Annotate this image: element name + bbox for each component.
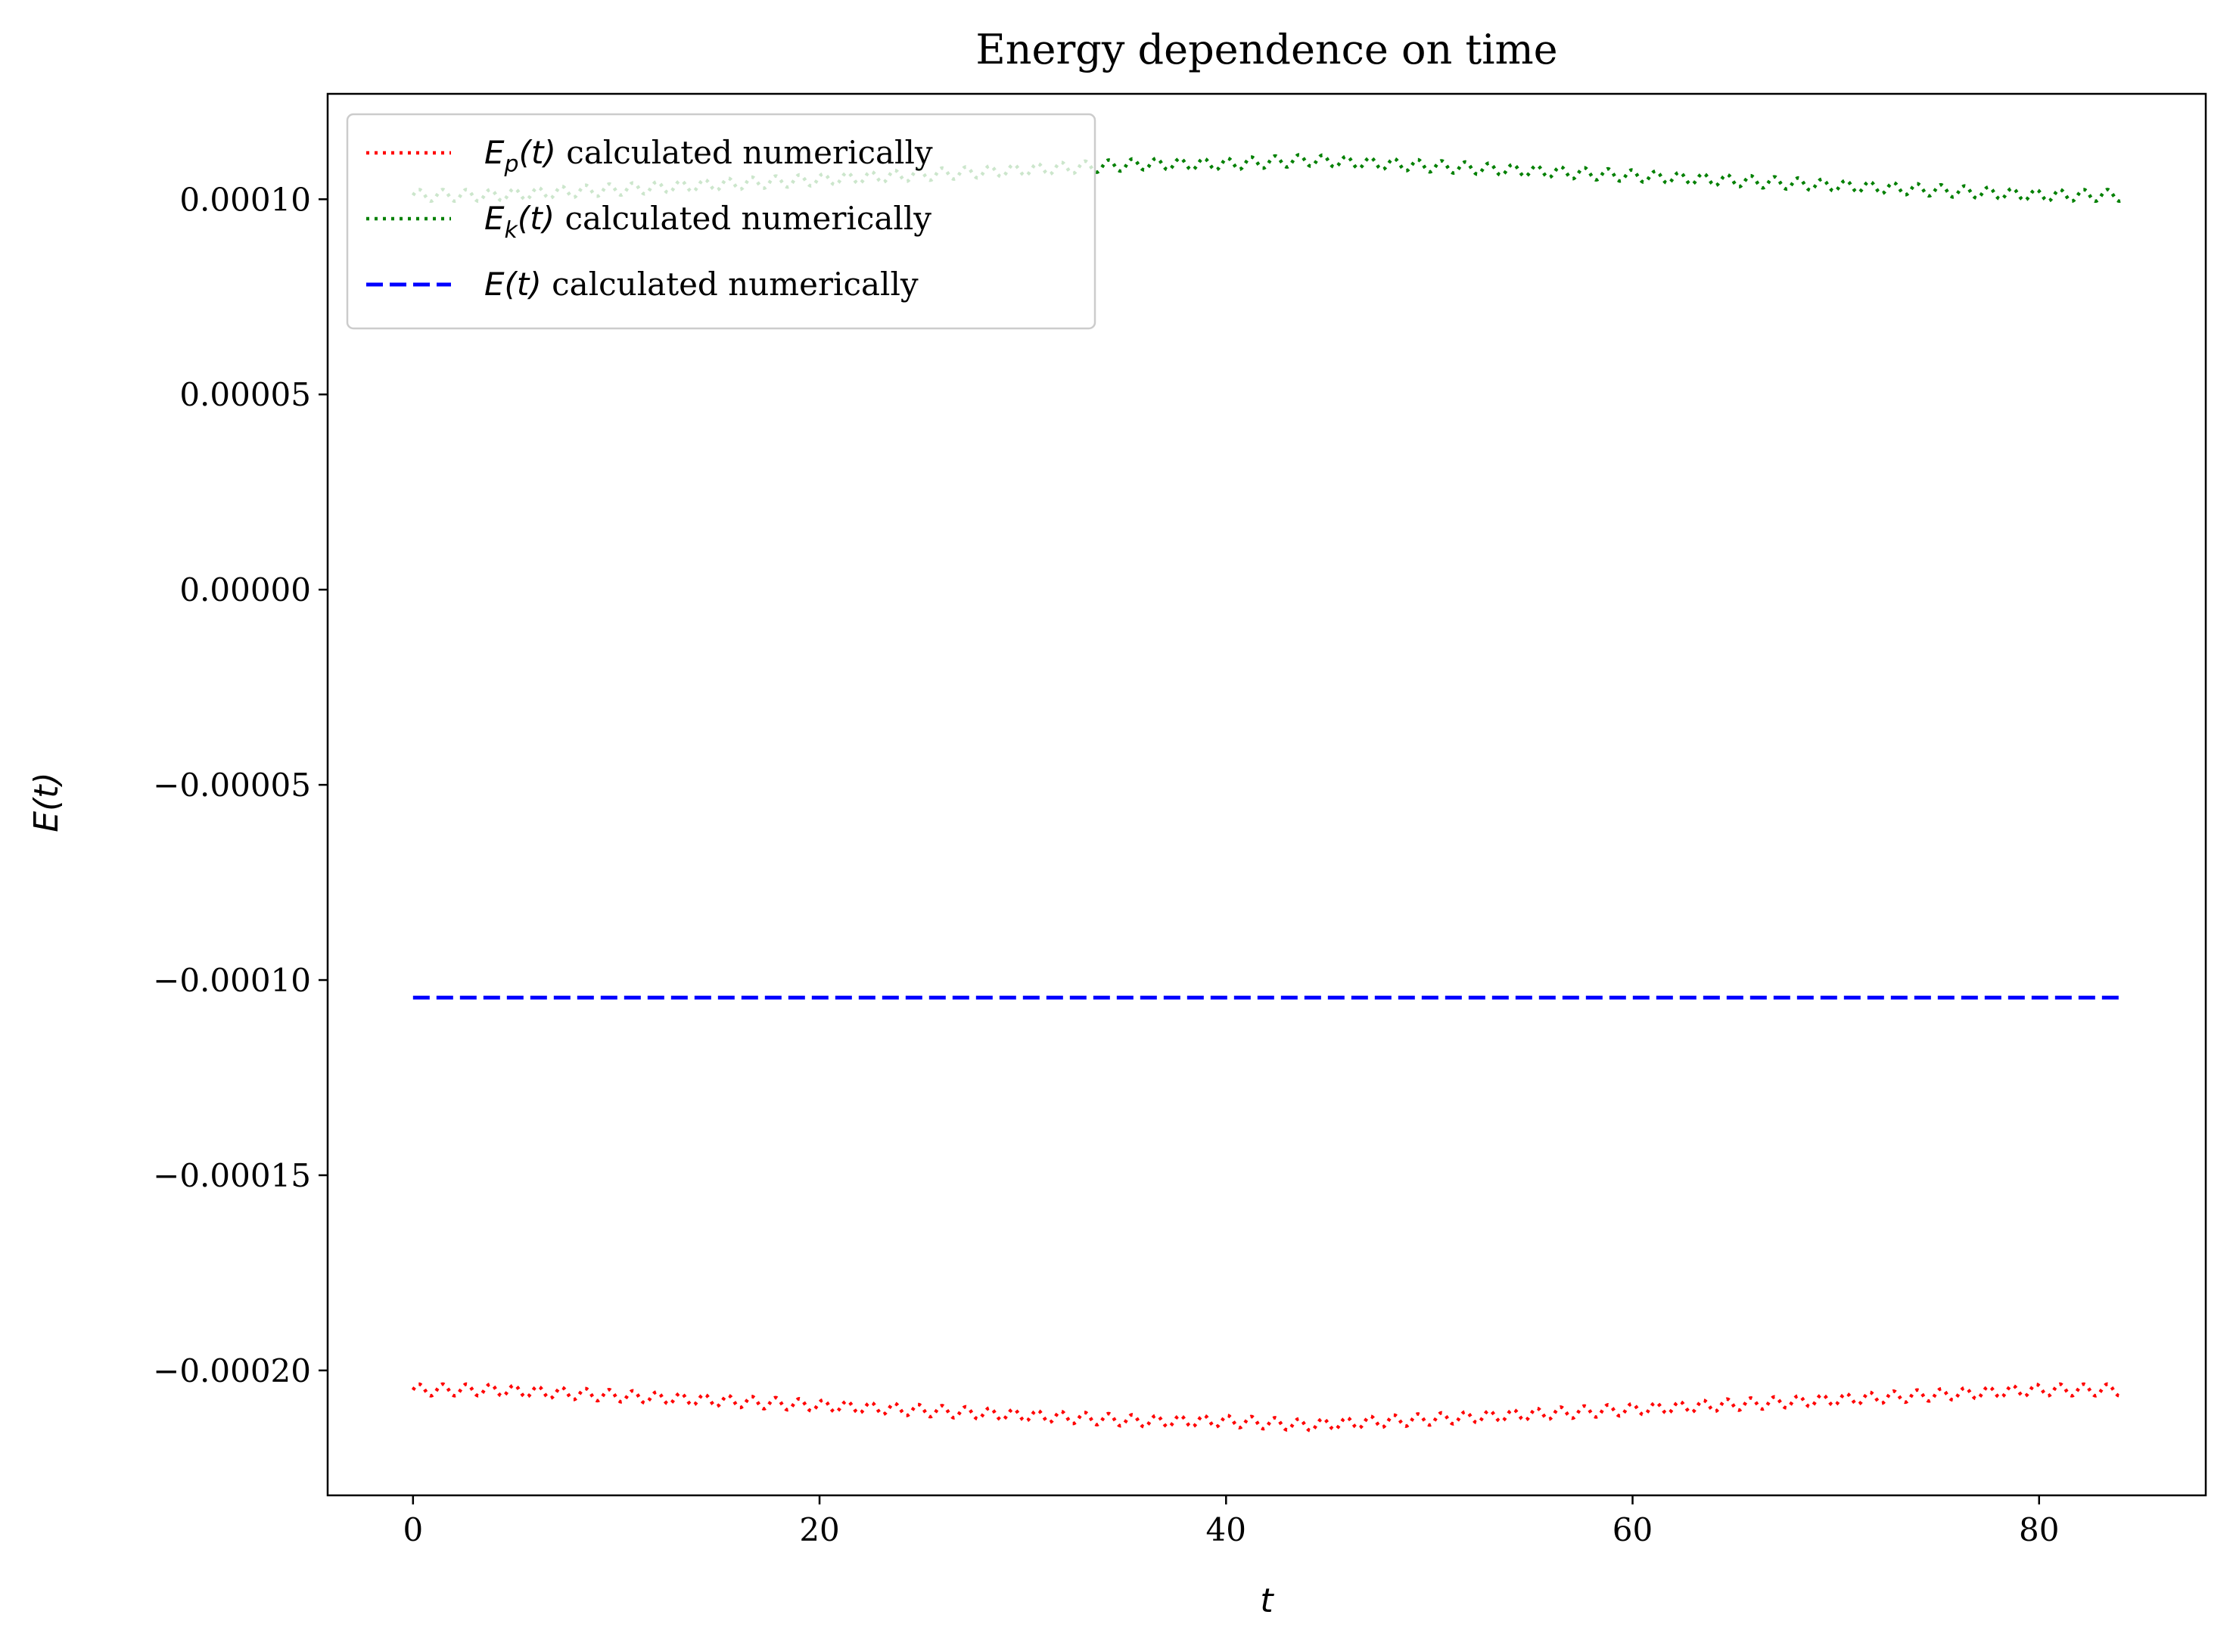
y-tick-label: −0.00010 bbox=[153, 962, 311, 999]
legend-math-symbol: E bbox=[484, 266, 505, 303]
y-tick-label: −0.00020 bbox=[153, 1352, 311, 1389]
y-tick-label: −0.00005 bbox=[153, 767, 311, 804]
y-axis-label: E(t) bbox=[27, 772, 66, 832]
y-tick-label: 0.00000 bbox=[179, 571, 311, 608]
y-tick-label: −0.00015 bbox=[153, 1157, 311, 1194]
x-tick-label: 60 bbox=[1613, 1511, 1653, 1548]
legend-label: Ek(t) calculated numerically bbox=[484, 200, 931, 244]
chart-title: Energy dependence on time bbox=[975, 26, 1557, 73]
plot-area bbox=[326, 92, 2207, 1497]
x-tick-label: 0 bbox=[403, 1511, 423, 1548]
legend-math-arg: (t) bbox=[505, 266, 542, 303]
x-tick-label: 20 bbox=[799, 1511, 839, 1548]
legend-label: E(t) calculated numerically bbox=[484, 266, 919, 303]
legend-math-arg: (t) bbox=[519, 134, 556, 171]
legend-math-arg: (t) bbox=[518, 200, 555, 237]
x-tick-label: 80 bbox=[2019, 1511, 2059, 1548]
legend-label: Ep(t) calculated numerically bbox=[484, 134, 933, 178]
legend-text: calculated numerically bbox=[542, 266, 919, 303]
legend-text: calculated numerically bbox=[555, 200, 931, 237]
y-tick-label: 0.00005 bbox=[179, 376, 311, 413]
x-axis-label: t bbox=[1260, 1582, 1274, 1620]
legend-text: calculated numerically bbox=[556, 134, 933, 171]
legend-subscript: k bbox=[505, 217, 519, 244]
x-tick-label: 40 bbox=[1206, 1511, 1246, 1548]
plot-frame bbox=[326, 92, 2207, 1497]
legend-subscript: p bbox=[504, 151, 519, 178]
x-axis: 0 20 40 60 80 bbox=[403, 1495, 2059, 1548]
y-axis: 0.00010 0.00005 0.00000 −0.00005 −0.00010 −0.… bbox=[153, 181, 328, 1389]
series-layer bbox=[411, 153, 2121, 1433]
y-tick-label: 0.00010 bbox=[179, 181, 311, 218]
legend-math-symbol: E bbox=[484, 134, 505, 171]
legend-box bbox=[346, 113, 1096, 330]
legend-math-symbol: E bbox=[484, 200, 505, 237]
